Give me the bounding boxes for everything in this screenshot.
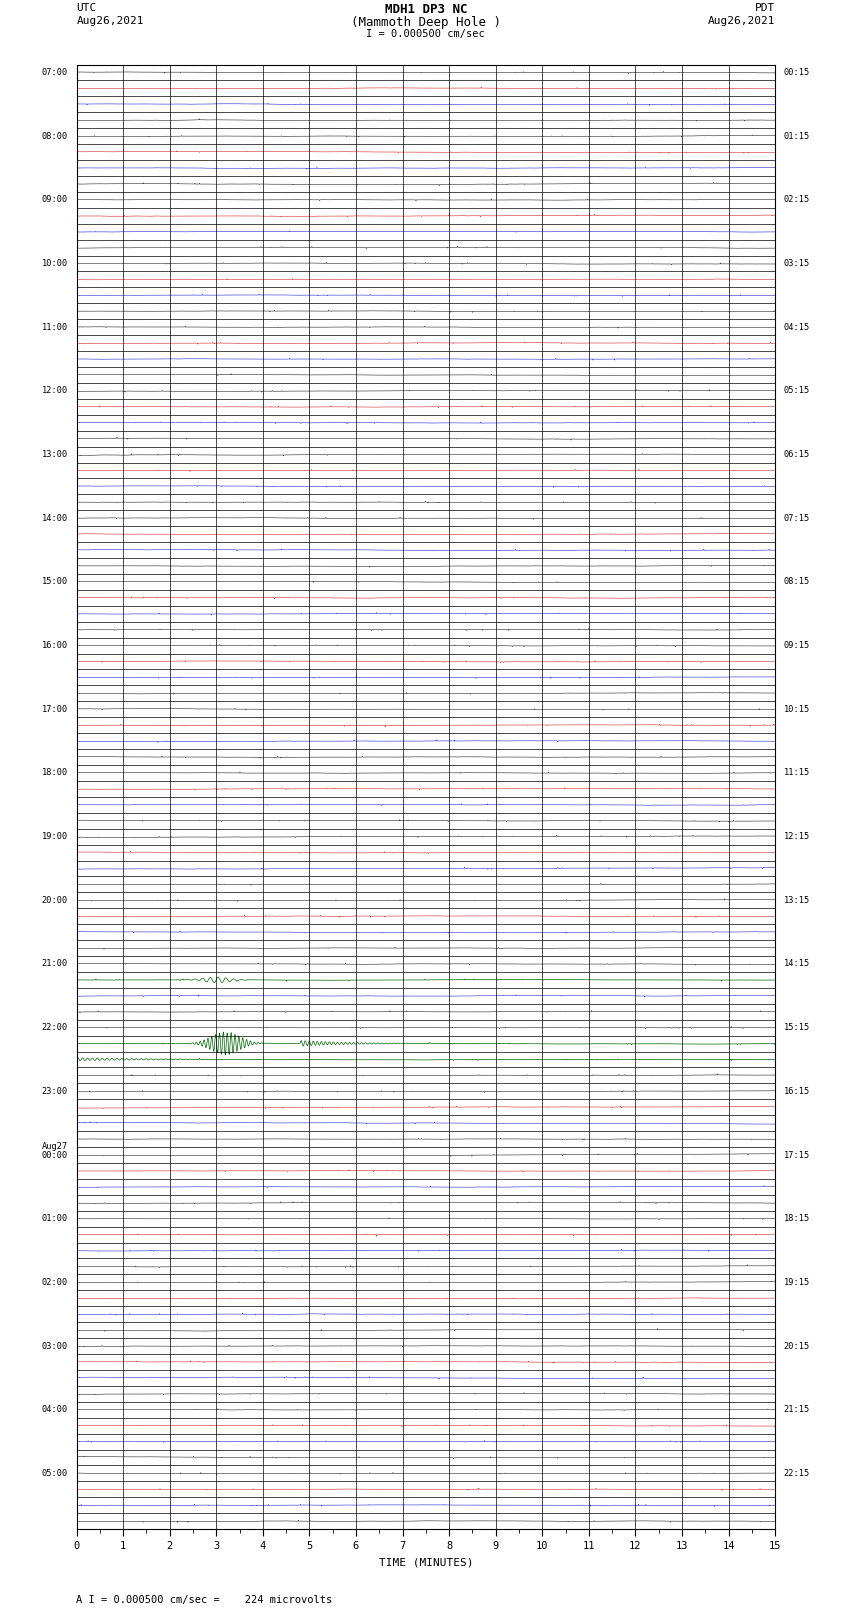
Text: 16:15: 16:15 (784, 1087, 810, 1095)
Text: 03:15: 03:15 (784, 260, 810, 268)
Text: 02:00: 02:00 (42, 1277, 68, 1287)
Text: 10:00: 10:00 (42, 260, 68, 268)
Text: 19:15: 19:15 (784, 1277, 810, 1287)
Text: 07:15: 07:15 (784, 513, 810, 523)
Text: 12:00: 12:00 (42, 387, 68, 395)
Text: 06:15: 06:15 (784, 450, 810, 460)
Text: 17:00: 17:00 (42, 705, 68, 715)
Text: 03:00: 03:00 (42, 1342, 68, 1350)
Text: 04:15: 04:15 (784, 323, 810, 332)
Text: 11:15: 11:15 (784, 768, 810, 777)
Text: 09:00: 09:00 (42, 195, 68, 205)
Text: Aug26,2021: Aug26,2021 (708, 16, 775, 26)
Text: 08:00: 08:00 (42, 132, 68, 140)
Text: 11:00: 11:00 (42, 323, 68, 332)
X-axis label: TIME (MINUTES): TIME (MINUTES) (378, 1558, 473, 1568)
Text: 00:15: 00:15 (784, 68, 810, 77)
Text: 15:15: 15:15 (784, 1023, 810, 1032)
Text: 05:15: 05:15 (784, 387, 810, 395)
Text: 19:00: 19:00 (42, 832, 68, 840)
Text: I = 0.000500 cm/sec: I = 0.000500 cm/sec (366, 29, 485, 39)
Text: 05:00: 05:00 (42, 1469, 68, 1478)
Text: 08:15: 08:15 (784, 577, 810, 587)
Text: 20:00: 20:00 (42, 895, 68, 905)
Text: 10:15: 10:15 (784, 705, 810, 715)
Text: 02:15: 02:15 (784, 195, 810, 205)
Text: 22:00: 22:00 (42, 1023, 68, 1032)
Text: 23:00: 23:00 (42, 1087, 68, 1095)
Text: 18:00: 18:00 (42, 768, 68, 777)
Text: 13:00: 13:00 (42, 450, 68, 460)
Text: 22:15: 22:15 (784, 1469, 810, 1478)
Text: 14:00: 14:00 (42, 513, 68, 523)
Text: UTC: UTC (76, 3, 97, 13)
Text: 01:00: 01:00 (42, 1215, 68, 1223)
Text: 13:15: 13:15 (784, 895, 810, 905)
Text: 12:15: 12:15 (784, 832, 810, 840)
Text: 01:15: 01:15 (784, 132, 810, 140)
Text: 21:00: 21:00 (42, 960, 68, 968)
Text: 07:00: 07:00 (42, 68, 68, 77)
Text: (Mammoth Deep Hole ): (Mammoth Deep Hole ) (351, 16, 501, 29)
Text: MDH1 DP3 NC: MDH1 DP3 NC (384, 3, 468, 16)
Text: PDT: PDT (755, 3, 775, 13)
Text: 15:00: 15:00 (42, 577, 68, 587)
Text: Aug27: Aug27 (42, 1142, 68, 1150)
Text: 21:15: 21:15 (784, 1405, 810, 1415)
Text: Aug26,2021: Aug26,2021 (76, 16, 144, 26)
Text: A I = 0.000500 cm/sec =    224 microvolts: A I = 0.000500 cm/sec = 224 microvolts (76, 1595, 332, 1605)
Text: 04:00: 04:00 (42, 1405, 68, 1415)
Text: 17:15: 17:15 (784, 1150, 810, 1160)
Text: 09:15: 09:15 (784, 640, 810, 650)
Text: 18:15: 18:15 (784, 1215, 810, 1223)
Text: 00:00: 00:00 (42, 1150, 68, 1160)
Text: 20:15: 20:15 (784, 1342, 810, 1350)
Text: 16:00: 16:00 (42, 640, 68, 650)
Text: 14:15: 14:15 (784, 960, 810, 968)
